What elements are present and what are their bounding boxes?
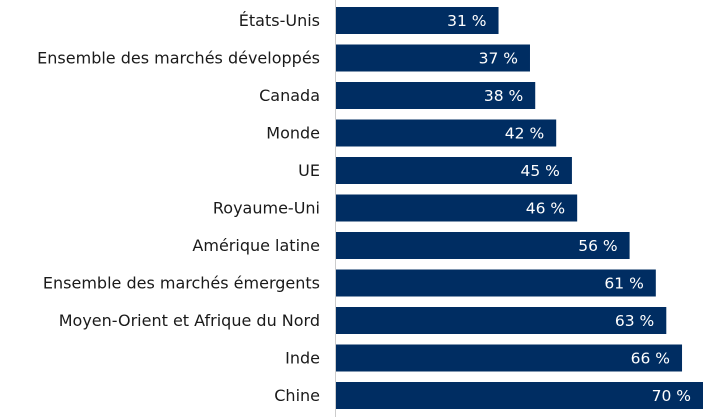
data-label: 38 %	[484, 87, 523, 105]
category-label: Canada	[259, 86, 320, 105]
category-label: Royaume-Uni	[213, 199, 320, 218]
bar	[336, 232, 630, 259]
bar	[336, 82, 536, 109]
data-label: 45 %	[521, 162, 560, 180]
bar	[336, 307, 667, 334]
category-label: Monde	[266, 124, 320, 143]
bar	[336, 157, 572, 184]
bar	[336, 194, 578, 222]
bar	[336, 119, 557, 147]
category-label: Chine	[274, 386, 320, 405]
category-label: États-Unis	[239, 11, 320, 30]
data-label: 42 %	[505, 125, 544, 143]
bar	[336, 44, 530, 72]
category-label: Ensemble des marchés développés	[37, 49, 320, 68]
data-label: 56 %	[578, 237, 617, 255]
category-label: Inde	[285, 349, 320, 368]
bar	[336, 344, 683, 372]
data-label: 63 %	[615, 312, 654, 330]
data-label: 70 %	[652, 387, 691, 405]
data-label: 31 %	[447, 12, 486, 30]
category-label: UE	[298, 161, 320, 180]
bar	[336, 269, 656, 297]
data-label: 61 %	[604, 275, 643, 293]
data-label: 37 %	[479, 50, 518, 68]
data-label: 66 %	[631, 350, 670, 368]
category-label: Ensemble des marchés émergents	[43, 274, 320, 293]
category-label: Moyen-Orient et Afrique du Nord	[59, 311, 320, 330]
data-label: 46 %	[526, 200, 565, 218]
bar	[336, 7, 499, 34]
category-label: Amérique latine	[192, 236, 320, 255]
bar	[336, 382, 703, 409]
